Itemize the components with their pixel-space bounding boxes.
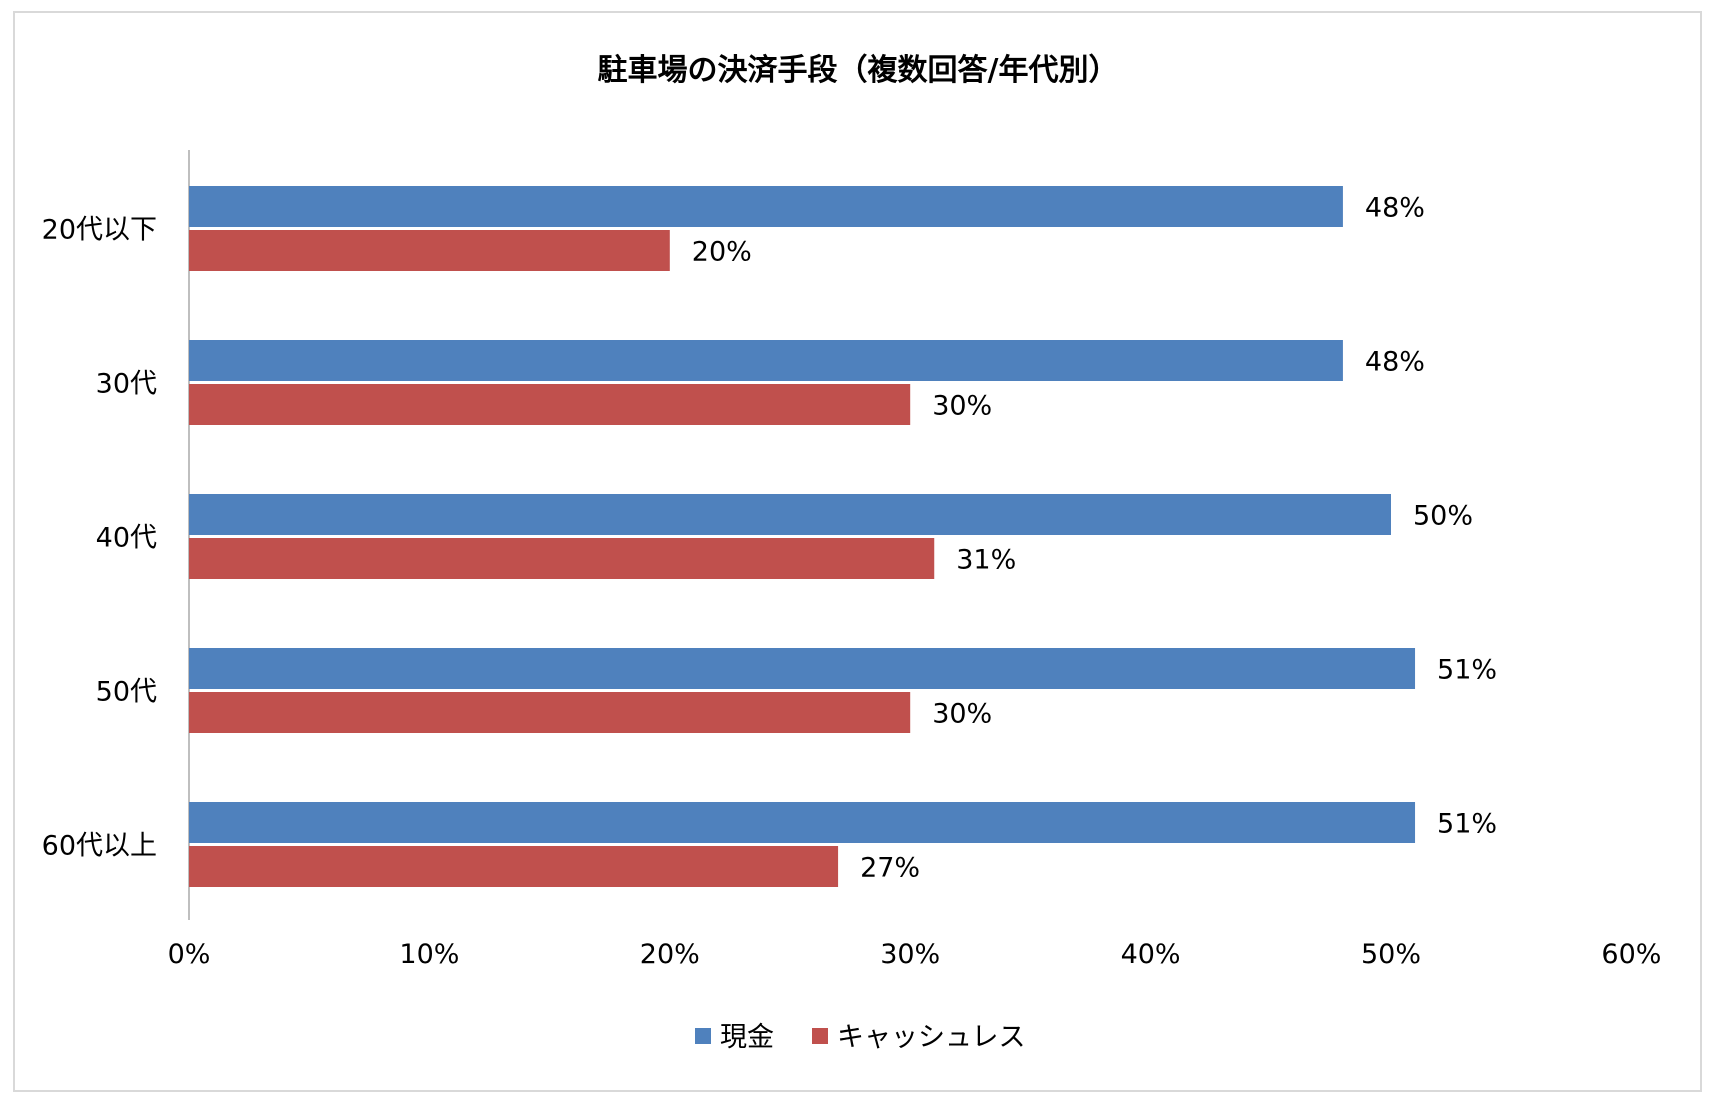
- bar-cashless: [189, 384, 911, 425]
- x-tick-label: 10%: [399, 939, 459, 970]
- category-label: 60代以上: [42, 831, 157, 862]
- data-label: 30%: [932, 699, 992, 730]
- data-label: 48%: [1365, 347, 1425, 378]
- data-label: 30%: [932, 391, 992, 422]
- legend-label: 現金: [720, 1022, 774, 1053]
- data-label: 50%: [1413, 501, 1473, 532]
- bar-cashless: [189, 692, 911, 733]
- bar-cashless: [189, 230, 670, 271]
- category-label: 40代: [96, 523, 157, 554]
- x-tick-label: 40%: [1121, 939, 1181, 970]
- legend: 現金 キャッシュレス: [695, 1022, 1025, 1053]
- x-tick-label: 30%: [880, 939, 940, 970]
- data-label: 20%: [692, 237, 752, 268]
- chart-title: 駐車場の決済手段（複数回答/年代別）: [598, 53, 1119, 88]
- legend-swatch: [695, 1028, 711, 1044]
- category-label: 20代以下: [42, 215, 157, 246]
- data-label: 27%: [860, 853, 920, 884]
- data-label: 31%: [956, 545, 1016, 576]
- data-label: 51%: [1437, 655, 1497, 686]
- x-tick-label: 0%: [168, 939, 211, 970]
- bar-cash: [189, 648, 1416, 689]
- bar-cash: [189, 494, 1391, 535]
- legend-swatch: [812, 1028, 828, 1044]
- bar-cashless: [189, 846, 839, 887]
- bar-cash: [189, 802, 1416, 843]
- bar-cash: [189, 186, 1343, 227]
- bar-cash: [189, 340, 1343, 381]
- x-tick-label: 50%: [1361, 939, 1421, 970]
- data-label: 48%: [1365, 193, 1425, 224]
- bar-cashless: [189, 538, 935, 579]
- data-label: 51%: [1437, 809, 1497, 840]
- category-label: 30代: [96, 369, 157, 400]
- x-tick-label: 20%: [640, 939, 700, 970]
- category-label: 50代: [96, 677, 157, 708]
- plot-area: 20代以下 48% 20% 30代 48% 30% 40代 50% 31% 50代 51% 30% 60…: [42, 150, 1661, 970]
- legend-label: キャッシュレス: [837, 1022, 1025, 1053]
- x-tick-label: 60%: [1601, 939, 1661, 970]
